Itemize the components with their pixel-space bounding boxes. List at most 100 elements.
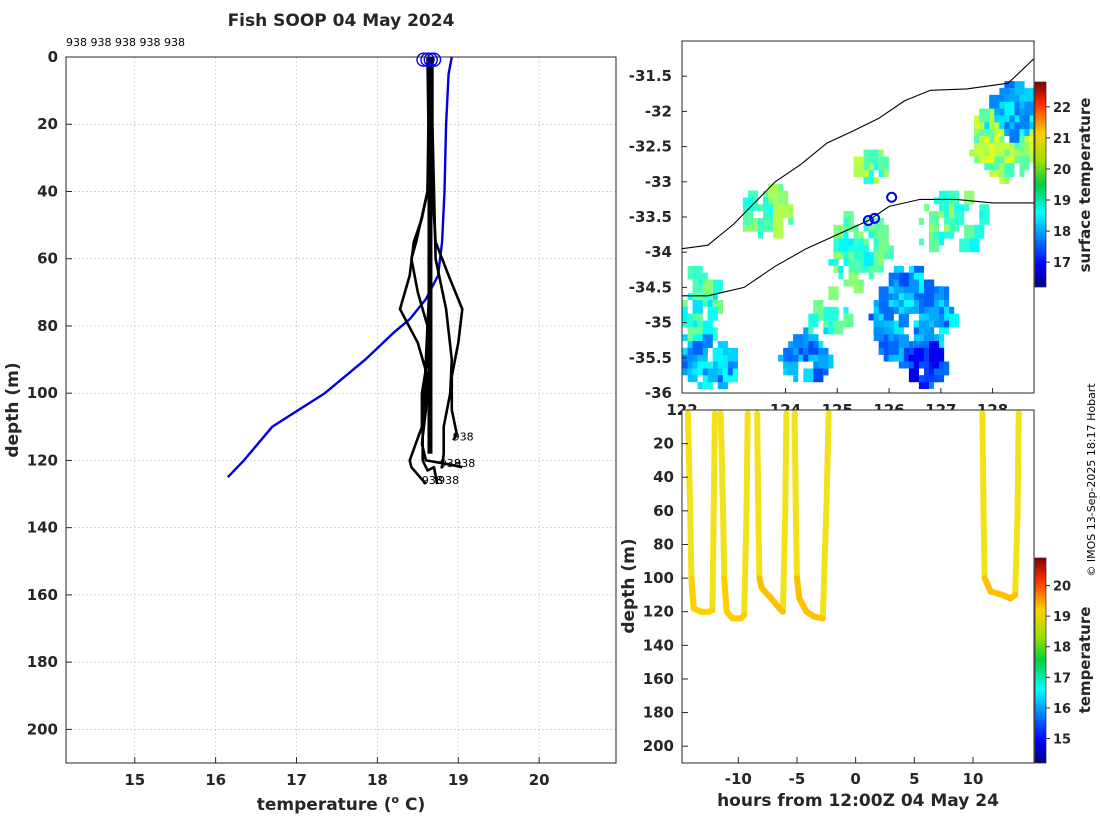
sst-cell [828,320,834,328]
series-climatology [226,57,453,479]
sst-cell [984,156,995,171]
sst-cell [903,293,909,300]
sst-cell [878,265,884,273]
sst-cell [969,238,980,253]
sst-colorbar [1034,81,1047,288]
sst-cell [1004,149,1010,157]
sst-cell [853,231,859,239]
sst-cell [939,361,944,369]
top-label: 938 938 938 938 938 [66,36,185,49]
sst-cell [913,320,919,328]
sst-cell [873,177,879,184]
sst-cell [803,368,814,383]
sst-cell [843,259,849,266]
sst-cell [979,211,985,218]
sst-cell [763,211,768,218]
sst-cell [727,368,733,376]
profile-label: 938 [453,430,474,443]
sst-cell [924,293,935,307]
map-y-tick-label: -32.5 [629,138,672,156]
sst-cell [984,122,995,136]
sst-cell [763,218,774,232]
sst-cell [727,347,738,362]
sst-cell [949,313,960,328]
sst-cell [823,327,829,335]
sst-cell [878,149,884,157]
sst-cell [1009,142,1015,150]
sst-cell [984,149,990,157]
sst-cell [873,252,884,266]
x-axis-label: temperature (o C) [257,793,426,815]
sst-cell [793,334,804,348]
position-marker [869,212,881,224]
colorbar-tick-label: 21 [1053,132,1071,147]
position-markers [862,191,898,227]
sst-cell [763,197,768,205]
sst-cell [697,382,703,389]
sst-cell [954,204,965,218]
yo-bottom-yo-1 [688,575,716,615]
sst-cell [1024,88,1034,102]
time-y-ticks: 20 40 60 80 100 120 140 160 180 200 [643,435,688,755]
sst-cell [813,368,824,383]
sst-cell [913,341,919,348]
sst-cell [1014,135,1025,150]
time-y-tick-label: 100 [643,569,674,587]
sst-cell [868,149,879,164]
sst-cell [929,211,940,225]
time-y-tick-label: 80 [653,535,674,553]
sst-cell [1029,149,1034,164]
sst-cell [673,300,678,307]
colorbar-tick-label: 16 [1053,702,1071,717]
sst-cell [1004,101,1015,116]
sst-cell [908,354,919,369]
colorbar-tick-label: 17 [1053,671,1071,686]
sst-cell [1009,122,1015,130]
sst-cell [843,306,849,314]
sst-cell [702,272,708,280]
sst-cell [838,265,844,273]
sst-cell [753,204,758,212]
sst-cell [908,361,914,369]
sst-cell [848,272,859,287]
sst-cell [908,347,914,355]
sst-cell [823,320,829,328]
sst-cell [929,231,934,239]
y-tick-label: 180 [27,653,58,671]
y-tick-label: 80 [37,317,58,335]
sst-cell [918,375,929,389]
sst-cell [808,327,814,335]
sst-cell [878,347,884,355]
sst-cell [934,286,945,301]
series-profile-4 [431,57,454,469]
sst-cell [707,368,718,383]
sst-cell [999,94,1005,102]
sst-cell [929,211,934,218]
sst-cell [853,279,864,294]
time-x-ticks: -10 -5 0 5 10 [725,757,983,788]
sst-cell [898,334,909,348]
sst-cell [1004,81,1015,95]
sst-cell [697,320,703,328]
sst-cells [673,81,1034,389]
sst-cell [918,218,924,225]
sst-cell [1019,101,1025,109]
sst-cell [768,197,774,205]
sst-cell [974,122,985,136]
sst-cell [979,135,990,150]
sst-cell [697,327,703,335]
sst-cell [994,129,1000,136]
sst-colorbar-label: surface temperature [1076,98,1094,273]
map-y-tick-label: -35.5 [629,349,672,367]
sst-cell [813,300,824,314]
sst-cell [843,313,854,328]
y-axis-label: depth (m) [3,362,23,457]
temp-colorbar [1034,557,1047,764]
sst-cell [999,135,1005,143]
y-tick-label: 120 [27,451,58,469]
sst-cell [833,259,839,266]
sst-cell [692,300,703,314]
sst-cell [913,272,924,287]
sst-cell [783,204,794,218]
